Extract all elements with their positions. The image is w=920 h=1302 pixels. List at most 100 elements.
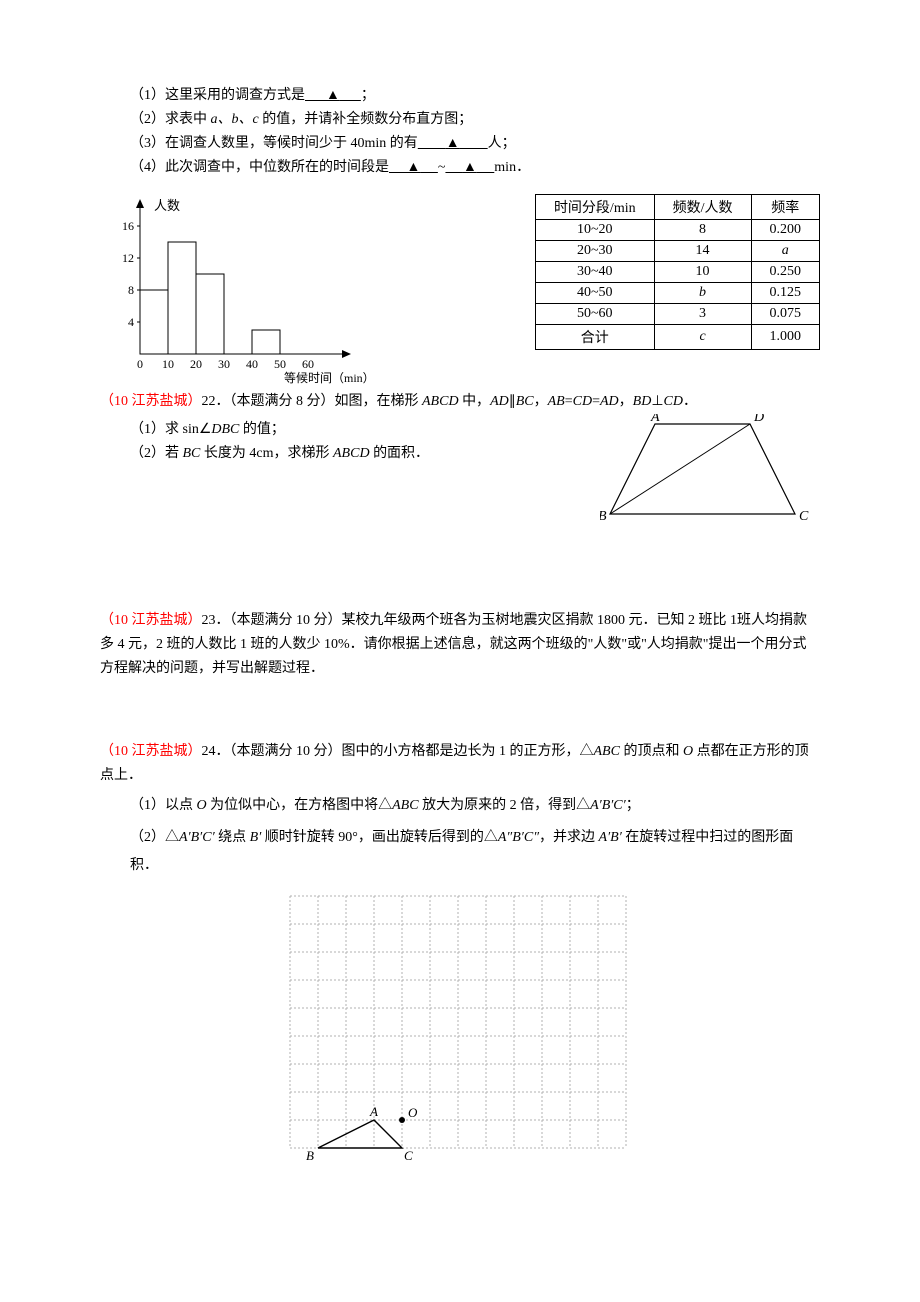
q22-head: （10 江苏盐城）22．（本题满分 8 分）如图，在梯形 ABCD 中，AD∥B… [100, 390, 820, 410]
chart-and-table-row: 4 8 12 16 0 10 20 30 40 50 60 人数等候时间（min） 时间分段/min频… [100, 194, 820, 384]
v: CD [664, 394, 683, 409]
svg-text:8: 8 [128, 283, 134, 297]
svg-text:人数: 人数 [154, 198, 180, 213]
v: A′B′C′ [590, 798, 626, 813]
v: BC [183, 446, 201, 461]
t: 中， [459, 394, 491, 409]
t: （3）在调查人数里，等候时间少于 40min 的有 [130, 136, 418, 151]
histogram: 4 8 12 16 0 10 20 30 40 50 60 人数等候时间（min） [100, 194, 380, 384]
svg-text:C: C [799, 509, 809, 524]
v: ABCD [422, 394, 459, 409]
frequency-table: 时间分段/min频数/人数频率10~2080.20020~3014a30~401… [535, 194, 820, 350]
t: 顺时针旋转 90°，画出旋转后得到的△ [261, 830, 498, 845]
svg-text:0: 0 [137, 357, 143, 371]
v: A′B′C′ [179, 830, 215, 845]
svg-text:40: 40 [246, 357, 258, 371]
q23-src: （10 江苏盐城） [100, 613, 202, 628]
q21-line4: （4）此次调查中，中位数所在的时间段是 ▲ ~ ▲ min． [100, 156, 820, 176]
svg-text:12: 12 [122, 251, 134, 265]
t: 放大为原来的 2 倍，得到△ [419, 798, 591, 813]
grid-figure-wrap: A B C O [100, 890, 820, 1175]
t: 24．（本题满分 10 分）图中的小方格都是边长为 1 的正方形，△ [202, 744, 594, 759]
blank: ▲ [445, 160, 494, 175]
svg-text:等候时间（min）: 等候时间（min） [284, 371, 375, 384]
t: 长度为 4cm，求梯形 [200, 446, 333, 461]
page-root: （1）这里采用的调查方式是 ▲ ； （2）求表中 a、b、c 的值，并请补全频数… [0, 0, 920, 1215]
v: ABC [594, 744, 620, 759]
q21-line3: （3）在调查人数里，等候时间少于 40min 的有 ▲ 人； [100, 132, 820, 152]
v: A″B′C″ [498, 830, 539, 845]
t: = [565, 394, 573, 409]
svg-text:60: 60 [302, 357, 314, 371]
t: 的值； [239, 422, 285, 437]
t: 绕点 [215, 830, 250, 845]
v: BD [633, 394, 652, 409]
v: AB [548, 394, 565, 409]
t: ， [619, 394, 633, 409]
svg-text:C: C [404, 1148, 413, 1163]
t: （4）此次调查中，中位数所在的时间段是 [130, 160, 389, 175]
q23: （10 江苏盐城）23．（本题满分 10 分）某校九年级两个班各为玉树地震灾区捐… [100, 609, 820, 680]
histogram-svg: 4 8 12 16 0 10 20 30 40 50 60 人数等候时间（min） [100, 194, 380, 384]
q22-body-row: （1）求 sin∠DBC 的值； （2）若 BC 长度为 4cm，求梯形 ABC… [100, 414, 820, 539]
q24-src: （10 江苏盐城） [100, 744, 202, 759]
t: （1）以点 [130, 798, 197, 813]
t: ∥ [509, 394, 516, 409]
t: （2）△ [130, 830, 179, 845]
vars-abc: a、b、c [211, 112, 259, 127]
q23-text: 23．（本题满分 10 分）某校九年级两个班各为玉树地震灾区捐款 1800 元．… [100, 613, 807, 676]
q22-l1: （1）求 sin∠DBC 的值； [100, 418, 580, 438]
t: 22．（本题满分 8 分）如图，在梯形 [202, 394, 423, 409]
q22-src: （10 江苏盐城） [100, 394, 202, 409]
q21-line1: （1）这里采用的调查方式是 ▲ ； [100, 84, 820, 104]
grid-svg: A B C O [280, 890, 640, 1170]
svg-text:4: 4 [128, 315, 134, 329]
svg-text:A: A [369, 1104, 378, 1119]
v: ABCD [333, 446, 370, 461]
v: BC [516, 394, 534, 409]
t: （2）若 [130, 446, 183, 461]
t: ， [534, 394, 548, 409]
svg-text:20: 20 [190, 357, 202, 371]
t: （2）求表中 [130, 112, 211, 127]
trapezoid-svg: A D B C [600, 414, 820, 534]
t: ，并求边 [539, 830, 599, 845]
t: 的面积． [370, 446, 430, 461]
v: CD [573, 394, 592, 409]
t: ． [683, 394, 697, 409]
t: 为位似中心，在方格图中将△ [207, 798, 393, 813]
t: min． [494, 160, 530, 175]
svg-text:30: 30 [218, 357, 230, 371]
q24-l1: （1）以点 O 为位似中心，在方格图中将△ABC 放大为原来的 2 倍，得到△A… [100, 792, 820, 820]
v: B′ [250, 830, 262, 845]
svg-text:D: D [753, 414, 764, 425]
blank: ▲ [305, 88, 361, 103]
svg-text:50: 50 [274, 357, 286, 371]
v: O [683, 744, 693, 759]
t: 的顶点和 [620, 744, 683, 759]
t: = [592, 394, 600, 409]
t: （1）求 sin∠ [130, 422, 211, 437]
t: 的值，并请补全频数分布直方图； [259, 112, 473, 127]
q21-line2: （2）求表中 a、b、c 的值，并请补全频数分布直方图； [100, 108, 820, 128]
blank: ▲ [389, 160, 438, 175]
svg-text:10: 10 [162, 357, 174, 371]
svg-text:16: 16 [122, 219, 134, 233]
q21-l1-text: （1）这里采用的调查方式是 [130, 88, 305, 103]
q24-head: （10 江苏盐城）24．（本题满分 10 分）图中的小方格都是边长为 1 的正方… [100, 740, 820, 788]
q22-l2: （2）若 BC 长度为 4cm，求梯形 ABCD 的面积． [100, 442, 580, 462]
t: ⊥ [651, 394, 663, 409]
v: ABC [392, 798, 418, 813]
svg-text:B: B [600, 509, 607, 524]
t: ； [626, 798, 640, 813]
t: 人； [488, 136, 516, 151]
q21-l1b: ； [361, 88, 375, 103]
q24-l2: （2）△A′B′C′ 绕点 B′ 顺时针旋转 90°，画出旋转后得到的△A″B′… [100, 824, 820, 880]
svg-text:B: B [306, 1148, 314, 1163]
trapezoid-figure: A D B C [600, 414, 820, 539]
blank: ▲ [418, 136, 488, 151]
svg-text:A: A [650, 414, 660, 425]
v: O [197, 798, 207, 813]
v: AD [490, 394, 509, 409]
svg-text:O: O [408, 1105, 418, 1120]
